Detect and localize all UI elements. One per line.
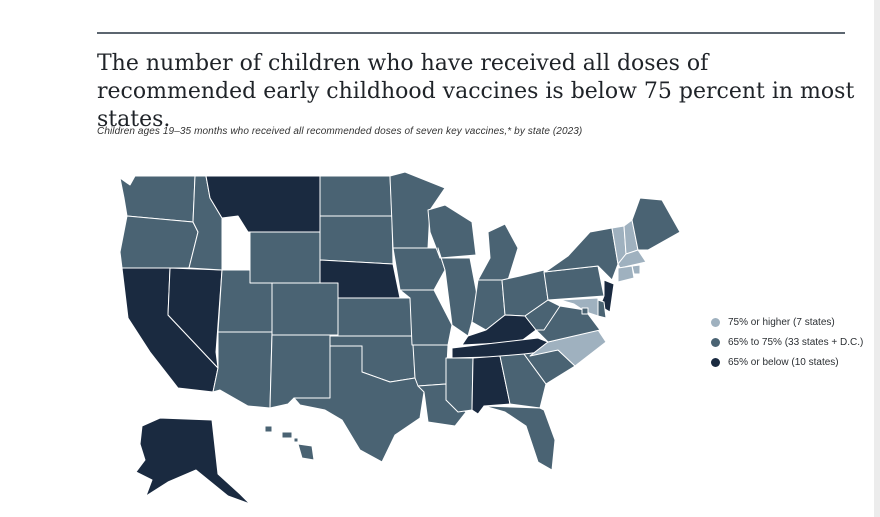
state-WY bbox=[249, 231, 321, 284]
state-KS bbox=[337, 297, 414, 337]
legend-item-high: 75% or higher (7 states) bbox=[711, 312, 876, 332]
state-MT bbox=[205, 175, 321, 233]
state-MI bbox=[477, 223, 519, 281]
state-IL bbox=[437, 247, 479, 337]
legend-item-mid: 65% to 75% (33 states + D.C.) bbox=[711, 332, 876, 352]
legend-label-mid: 65% to 75% (33 states + D.C.) bbox=[728, 336, 864, 348]
state-IA bbox=[392, 247, 446, 291]
state-OR bbox=[119, 215, 199, 269]
chart-subtitle: Children ages 19–35 months who received … bbox=[97, 126, 583, 137]
state-AZ bbox=[212, 331, 273, 409]
legend-swatch-mid bbox=[711, 337, 720, 347]
state-WV bbox=[524, 299, 561, 331]
state-MS bbox=[445, 357, 474, 413]
window-edge bbox=[874, 0, 880, 517]
state-AK bbox=[135, 417, 251, 505]
legend-swatch-low bbox=[711, 357, 720, 367]
legend-label-low: 65% or below (10 states) bbox=[728, 356, 839, 368]
state-CT bbox=[617, 265, 635, 283]
state-WA bbox=[119, 175, 196, 223]
state-CO bbox=[271, 282, 339, 336]
state-HI bbox=[264, 425, 315, 461]
state-GA bbox=[499, 353, 547, 409]
state-FL bbox=[483, 405, 556, 471]
top-rule bbox=[97, 32, 845, 34]
state-NM bbox=[269, 334, 331, 409]
state-SD bbox=[319, 215, 394, 265]
legend-label-high: 75% or higher (7 states) bbox=[728, 316, 835, 328]
legend-swatch-high bbox=[711, 317, 720, 327]
state-DC bbox=[581, 307, 589, 315]
state-WI bbox=[427, 204, 477, 259]
state-AR bbox=[412, 344, 449, 387]
legend-item-low: 65% or below (10 states) bbox=[711, 352, 876, 372]
state-ND bbox=[319, 175, 393, 217]
state-TX bbox=[293, 345, 425, 463]
page-title: The number of children who have received… bbox=[97, 51, 855, 132]
state-ME bbox=[631, 197, 681, 251]
legend: 75% or higher (7 states) 65% to 75% (33 … bbox=[711, 312, 876, 372]
